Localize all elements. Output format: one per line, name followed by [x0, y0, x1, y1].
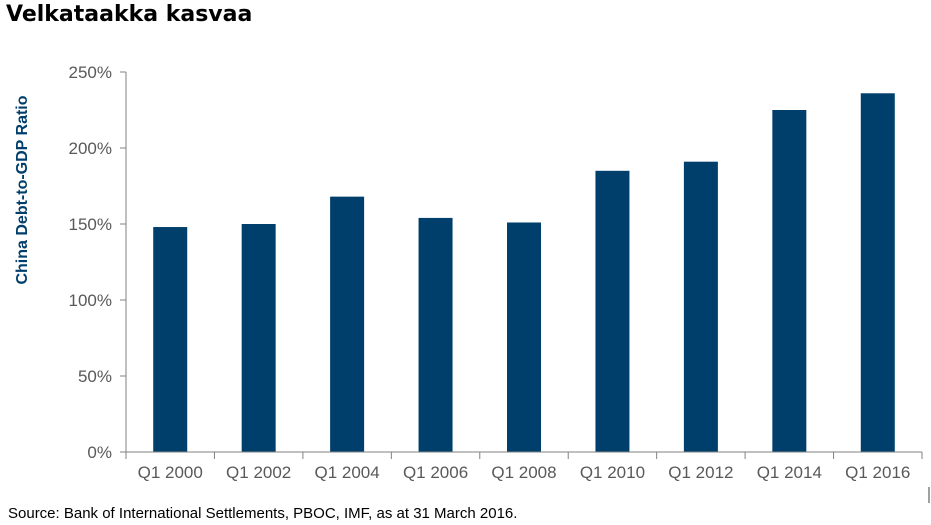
- y-tick-label: 250%: [69, 63, 112, 82]
- x-tick-label: Q1 2014: [757, 463, 822, 482]
- bar: [860, 93, 895, 452]
- y-axis-label-group: China Debt-to-GDP Ratio: [14, 95, 31, 284]
- x-tick-label: Q1 2008: [491, 463, 556, 482]
- source-note: Source: Bank of International Settlement…: [8, 505, 518, 522]
- x-tick-label: Q1 2012: [668, 463, 733, 482]
- axes: [125, 72, 930, 503]
- chart-title: Velkataakka kasvaa: [6, 2, 253, 27]
- x-tick-label: Q1 2010: [580, 463, 645, 482]
- y-tick-label: 200%: [69, 139, 112, 158]
- x-tick-label: Q1 2006: [403, 463, 468, 482]
- y-tick-label: 0%: [87, 443, 112, 462]
- bar: [507, 222, 541, 452]
- bar: [153, 227, 188, 452]
- bar: [772, 110, 807, 452]
- y-axis-ticks: 0% 50% 100% 150% 200% 250%: [69, 63, 126, 462]
- bar: [683, 161, 718, 452]
- x-tick-label: Q1 2016: [845, 463, 910, 482]
- bar: [330, 196, 365, 452]
- y-tick-label: 150%: [69, 215, 112, 234]
- y-tick-label: 100%: [69, 291, 112, 310]
- x-tick-label: Q1 2004: [314, 463, 379, 482]
- x-tick-label: Q1 2002: [226, 463, 291, 482]
- y-axis-label: China Debt-to-GDP Ratio: [14, 95, 31, 284]
- bar: [241, 224, 276, 452]
- x-tick-label: Q1 2000: [138, 463, 203, 482]
- bar: [595, 170, 630, 453]
- x-axis-ticks: Q1 2000 Q1 2002 Q1 2004 Q1 2006 Q1 2008 Q1 20…: [125, 452, 923, 482]
- bars: [153, 93, 895, 453]
- y-tick-label: 50%: [78, 367, 112, 386]
- bar: [418, 217, 453, 452]
